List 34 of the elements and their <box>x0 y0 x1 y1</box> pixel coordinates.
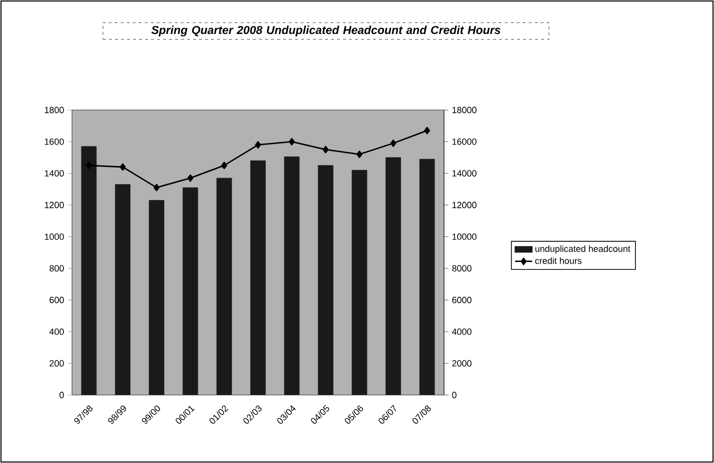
y2-tick-label: 2000 <box>452 360 472 367</box>
legend-label: credit hours <box>535 257 582 264</box>
point <box>424 126 430 134</box>
point <box>288 138 295 146</box>
point <box>322 146 329 154</box>
point <box>120 163 126 171</box>
point <box>154 184 160 192</box>
point <box>86 162 92 170</box>
y-tick-label: 200 <box>50 360 64 367</box>
y2-tick-label: 8000 <box>452 265 472 272</box>
y-tick-label: 1000 <box>44 233 64 240</box>
y-tick-label: 400 <box>49 328 64 335</box>
chart-title: Spring Quarter 2008 Unduplicated Headcount and Credit Hours <box>151 26 500 36</box>
y2-tick-label: 6000 <box>452 296 472 304</box>
y-tick-label: 1400 <box>44 170 64 177</box>
y2-tick-label: 10000 <box>452 233 476 240</box>
y-tick-label: 1200 <box>44 202 64 208</box>
y-tick-label: 0 <box>60 392 64 398</box>
y-tick-label: 600 <box>50 296 64 304</box>
y-tick-label: 800 <box>50 265 64 272</box>
y2-tick-label: 4000 <box>452 328 472 335</box>
y2-tick-label: 0 <box>452 392 456 398</box>
y2-tick-label: 14000 <box>452 170 476 177</box>
y2-tick-label: 12000 <box>452 202 476 208</box>
y-tick-label: 1600 <box>44 138 64 145</box>
point <box>187 174 194 182</box>
point <box>390 140 396 147</box>
y2-tick-label: 18000 <box>452 106 476 114</box>
point <box>221 162 228 170</box>
y-tick-label: 1800 <box>44 106 64 114</box>
point <box>255 141 261 149</box>
y2-tick-label: 16000 <box>452 138 476 145</box>
legend-label: unduplicated headcount <box>535 245 630 254</box>
point <box>356 150 362 158</box>
